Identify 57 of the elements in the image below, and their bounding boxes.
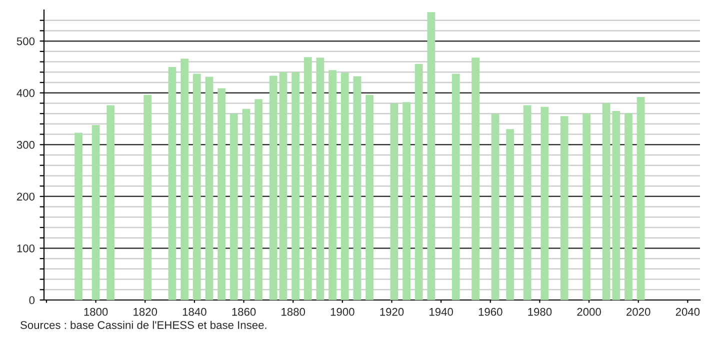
x-tick-label: 1800 bbox=[84, 308, 108, 316]
bar bbox=[390, 103, 398, 300]
bar bbox=[523, 105, 532, 300]
y-tick-label: 0 bbox=[29, 296, 35, 304]
bar bbox=[472, 58, 480, 300]
bar bbox=[205, 76, 214, 300]
bar bbox=[106, 105, 115, 300]
source-note: Sources : base Cassini de l'EHESS et base Insee. bbox=[20, 320, 266, 329]
x-tick-label: 2040 bbox=[676, 308, 700, 316]
y-tick-label: 200 bbox=[16, 192, 35, 201]
bar bbox=[144, 94, 152, 300]
bar bbox=[491, 114, 500, 300]
x-tick-label: 2020 bbox=[626, 308, 650, 316]
x-tick-label: 1840 bbox=[182, 308, 206, 316]
bar bbox=[180, 58, 189, 300]
bar bbox=[230, 114, 238, 300]
x-tick-label: 1860 bbox=[232, 308, 256, 316]
bar bbox=[636, 97, 645, 300]
y-tick-label: 400 bbox=[16, 89, 35, 97]
bar bbox=[316, 58, 324, 300]
bar bbox=[168, 66, 176, 300]
bar bbox=[92, 124, 100, 300]
x-tick-label: 1920 bbox=[380, 308, 404, 316]
bar bbox=[560, 116, 568, 300]
bar bbox=[74, 132, 82, 300]
bar bbox=[269, 76, 278, 300]
bar bbox=[242, 108, 250, 300]
bar bbox=[452, 74, 460, 300]
bar bbox=[366, 94, 374, 300]
bar bbox=[353, 76, 362, 300]
bar bbox=[602, 103, 610, 300]
bar bbox=[254, 99, 262, 300]
bar bbox=[427, 12, 436, 300]
x-tick-label: 2000 bbox=[577, 308, 601, 316]
bar bbox=[540, 106, 549, 300]
bar bbox=[292, 72, 300, 300]
bar bbox=[279, 72, 288, 300]
y-tick-label: 100 bbox=[17, 244, 35, 252]
x-tick-label: 1980 bbox=[528, 308, 552, 316]
x-tick-label: 1880 bbox=[282, 308, 306, 316]
x-tick-label: 1820 bbox=[134, 308, 158, 316]
x-tick-label: 1900 bbox=[330, 308, 354, 316]
bar bbox=[192, 74, 201, 300]
y-tick-label: 300 bbox=[16, 140, 35, 149]
bar bbox=[218, 88, 226, 300]
bar bbox=[414, 64, 423, 300]
y-tick-label: 500 bbox=[16, 37, 35, 46]
bar bbox=[506, 129, 514, 300]
bar bbox=[328, 70, 336, 300]
x-tick-label: 1940 bbox=[430, 308, 453, 316]
bar bbox=[340, 72, 349, 300]
bar bbox=[582, 114, 590, 300]
x-tick-label: 1960 bbox=[478, 308, 502, 316]
bar bbox=[624, 113, 632, 300]
bar bbox=[402, 102, 410, 300]
bar bbox=[612, 110, 620, 300]
bar bbox=[304, 57, 312, 300]
